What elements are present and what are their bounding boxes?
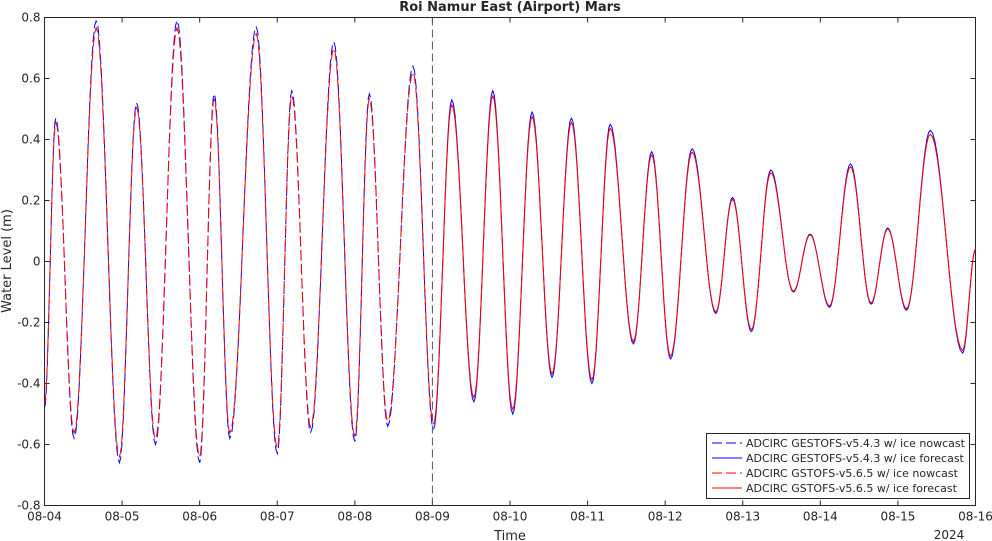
y-tick-label: 0.6 — [21, 72, 40, 86]
x-tick-label: 08-10 — [493, 510, 528, 524]
x-tick-label: 08-09 — [415, 510, 450, 524]
y-tick-label: -0.2 — [17, 316, 40, 330]
legend-label: ADCIRC GESTOFS-v5.4.3 w/ ice forecast — [746, 452, 965, 465]
x-tick-label: 08-07 — [260, 510, 295, 524]
series-line-3 — [44, 26, 433, 459]
x-tick-label: 08-08 — [337, 510, 372, 524]
x-tick-label: 08-16 — [958, 510, 992, 524]
x-tick-label: 08-04 — [27, 510, 62, 524]
y-tick-label: -0.4 — [17, 377, 40, 391]
y-tick-label: 0 — [33, 255, 41, 269]
x-axis-ticks: 08-04 08-05 08-06 08-07 08-08 08-09 08-10 08-11… — [27, 17, 992, 524]
legend-box — [706, 433, 970, 499]
legend-label: ADCIRC GSTOFS-v5.6.5 w/ ice forecast — [746, 482, 958, 495]
plot-area — [44, 17, 976, 506]
x-tick-label: 08-06 — [182, 510, 217, 524]
x-axis-label: Time — [493, 529, 526, 541]
series-layer — [44, 20, 976, 465]
legend-label: ADCIRC GSTOFS-v5.6.5 w/ ice nowcast — [746, 467, 959, 480]
chart-title: Roi Namur East (Airport) Mars — [399, 0, 621, 15]
legend-label: ADCIRC GESTOFS-v5.4.3 w/ ice nowcast — [746, 437, 966, 450]
x-tick-label: 08-15 — [880, 510, 915, 524]
y-axis-ticks: -0.8 -0.6 -0.4 -0.2 0 0.2 0.4 0.6 0.8 — [17, 11, 976, 513]
year-label: 2024 — [934, 528, 965, 541]
y-tick-label: 0.8 — [21, 11, 40, 25]
x-tick-label: 08-14 — [803, 510, 838, 524]
y-tick-label: -0.6 — [17, 438, 40, 452]
x-tick-label: 08-12 — [648, 510, 683, 524]
y-tick-label: 0.4 — [21, 133, 40, 147]
x-tick-label: 08-05 — [105, 510, 140, 524]
x-tick-label: 08-11 — [570, 510, 605, 524]
y-tick-label: -0.8 — [17, 499, 40, 513]
series-line-4 — [433, 94, 976, 425]
x-tick-label: 08-13 — [725, 510, 760, 524]
legend: ADCIRC GESTOFS-v5.4.3 w/ ice nowcast ADCI… — [706, 433, 970, 499]
y-tick-label: 0.2 — [21, 194, 40, 208]
legend-items: ADCIRC GESTOFS-v5.4.3 w/ ice nowcast ADCI… — [712, 437, 966, 495]
y-axis-label: Water Level (m) — [0, 209, 15, 313]
